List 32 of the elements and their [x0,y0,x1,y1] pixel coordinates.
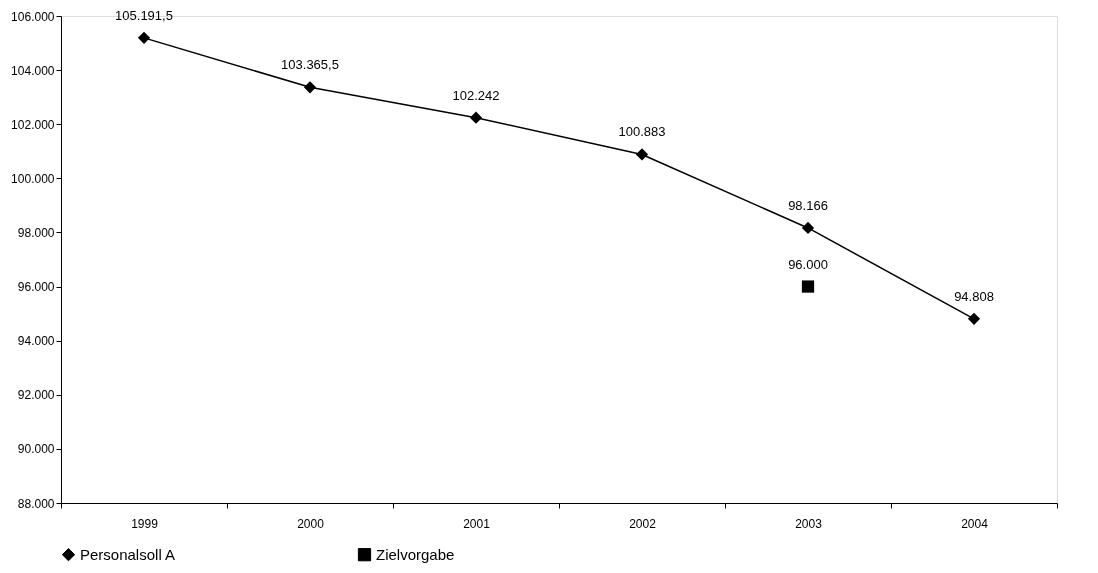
y-tick-label: 96.000 [17,280,55,295]
x-tick-label: 2001 [463,516,491,531]
point [801,221,815,235]
y-tick-label: 106.000 [11,9,55,24]
point [801,280,815,293]
point [967,312,981,325]
y-tick-label: 100.000 [11,171,55,186]
y-tick-label: 98.000 [17,225,55,240]
data-label: 105.191,5 [115,7,173,23]
x-tick-label: 2000 [297,516,325,531]
data-label: 98.166 [788,197,828,213]
y-tick-label: 92.000 [17,388,55,403]
y-tick-label: 102.000 [11,117,55,132]
data-label: 102.242 [452,87,500,103]
point [469,111,483,124]
point [303,81,317,94]
y-tick-label: 90.000 [17,442,55,457]
x-tick-label: 2003 [795,516,823,531]
x-tick-label: 2004 [961,516,989,531]
legend-label: Personalsoll A [80,545,176,563]
y-tick-label: 94.000 [17,334,55,349]
data-label: 103.365,5 [281,57,339,73]
data-label: 94.808 [954,288,994,304]
data-label: 96.000 [788,256,828,272]
x-tick-label: 2002 [629,516,657,531]
point [635,148,649,161]
y-tick-label: 88.000 [17,496,55,511]
point [137,31,151,44]
data-label: 100.883 [618,124,666,140]
legend-label: Zielvorgabe [376,545,455,563]
x-tick-label: 1999 [131,516,159,531]
y-tick-label: 104.000 [11,63,55,78]
